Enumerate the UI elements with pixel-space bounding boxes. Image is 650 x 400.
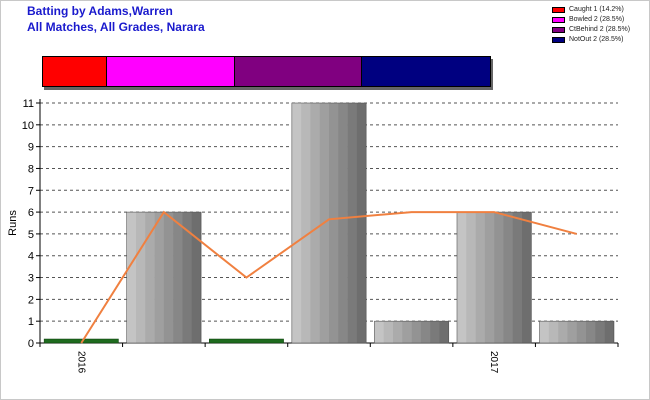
- bar-outline: [539, 320, 615, 344]
- bar-stripe: [291, 103, 302, 343]
- y-tick-label: 6: [28, 207, 34, 219]
- y-tick-label: 8: [28, 163, 34, 175]
- dismissal-proportion-bar: [42, 56, 491, 87]
- bar-stripe: [430, 321, 440, 343]
- bar-stripe: [503, 212, 514, 343]
- bar-stripe: [301, 103, 311, 343]
- bar-stripe: [392, 321, 403, 343]
- y-tick-label: 9: [28, 142, 34, 154]
- bar: [456, 211, 532, 344]
- legend-swatch: [552, 27, 565, 33]
- x-tick-label: 2016: [75, 351, 86, 374]
- y-tick-label: 10: [22, 120, 34, 132]
- legend-swatch: [552, 17, 565, 23]
- bar-stripe: [347, 103, 358, 343]
- bar-stripe: [182, 212, 193, 343]
- bar-stripe: [356, 103, 367, 343]
- bar-stripe: [548, 321, 559, 343]
- x-tick-label: 2017: [488, 351, 499, 374]
- proportion-segment-ctbehind: [234, 57, 363, 86]
- legend-label: CtBehind 2 (28.5%): [569, 26, 631, 33]
- legend-item: Caught 1 (14.2%): [552, 5, 630, 15]
- bar-stripe: [567, 321, 578, 343]
- legend-swatch: [552, 37, 565, 43]
- y-axis-label: Runs: [7, 210, 19, 236]
- legend-item: CtBehind 2 (28.5%): [552, 25, 630, 35]
- axis-labels: 0 1 2 3 4 5 6 7 8 9 10 11 Runs 2016 2017: [7, 98, 499, 374]
- proportion-segment-caught: [43, 57, 107, 86]
- bar-stripe: [310, 103, 321, 343]
- bar-stripe: [374, 321, 385, 343]
- title-line-2: All Matches, All Grades, Narara: [27, 20, 205, 34]
- y-tick-label: 2: [28, 294, 34, 306]
- bar-stripe: [558, 321, 568, 343]
- bar: [374, 320, 450, 344]
- bar-stripe: [604, 321, 615, 343]
- title-line-1: Batting by Adams,Warren: [27, 4, 173, 18]
- bar-stripe: [329, 103, 339, 343]
- legend-swatch: [552, 7, 565, 13]
- bar-stripe: [135, 212, 146, 343]
- bar-stripe: [338, 103, 348, 343]
- bar-stripe: [512, 212, 523, 343]
- bar-stripe: [383, 321, 394, 343]
- legend-item: NotOut 2 (28.5%): [552, 35, 630, 45]
- bar-stripe: [191, 212, 202, 343]
- bar-stripe: [466, 212, 476, 343]
- legend-label: NotOut 2 (28.5%): [569, 36, 624, 43]
- y-tick-label: 5: [28, 229, 34, 241]
- y-tick-label: 1: [28, 316, 34, 328]
- proportion-segment-bowled: [106, 57, 235, 86]
- bar: [291, 102, 367, 344]
- bar-stripe: [173, 212, 183, 343]
- bar-stripe: [439, 321, 450, 343]
- bar-stripe: [586, 321, 596, 343]
- bar-stripe: [163, 212, 174, 343]
- bar: [539, 320, 615, 344]
- legend-item: Bowled 2 (28.5%): [552, 15, 630, 25]
- bar-stripe: [484, 212, 495, 343]
- bar-outline: [374, 320, 450, 344]
- bar-stripe: [145, 212, 155, 343]
- bar-outline: [291, 102, 367, 344]
- chart-title-block: Batting by Adams,Warren All Matches, All…: [27, 3, 205, 35]
- bar-stripe: [576, 321, 587, 343]
- bar-stripe: [539, 321, 550, 343]
- y-tick-label: 3: [28, 273, 34, 285]
- bar-stripe: [154, 212, 165, 343]
- bar-stripe: [411, 321, 422, 343]
- bar-stripe: [126, 212, 137, 343]
- legend: Caught 1 (14.2%) Bowled 2 (28.5%) CtBehind…: [552, 5, 630, 45]
- bar-stripe: [475, 212, 486, 343]
- y-tick-label: 0: [28, 338, 34, 350]
- bar-stripe: [595, 321, 605, 343]
- not-out-bar: [209, 338, 284, 344]
- bars: [43, 102, 615, 344]
- y-tick-label: 7: [28, 185, 34, 197]
- proportion-segment-notout: [362, 57, 490, 86]
- bar-stripe: [522, 212, 532, 343]
- y-tick-label: 4: [28, 251, 34, 263]
- legend-label: Bowled 2 (28.5%): [569, 16, 625, 23]
- bar-stripe: [456, 212, 467, 343]
- y-tick-label: 11: [23, 98, 34, 110]
- bar-stripe: [402, 321, 412, 343]
- legend-label: Caught 1 (14.2%): [569, 6, 624, 13]
- trend-line: [80, 210, 577, 344]
- bar-stripe: [420, 321, 431, 343]
- bar-stripe: [494, 212, 504, 343]
